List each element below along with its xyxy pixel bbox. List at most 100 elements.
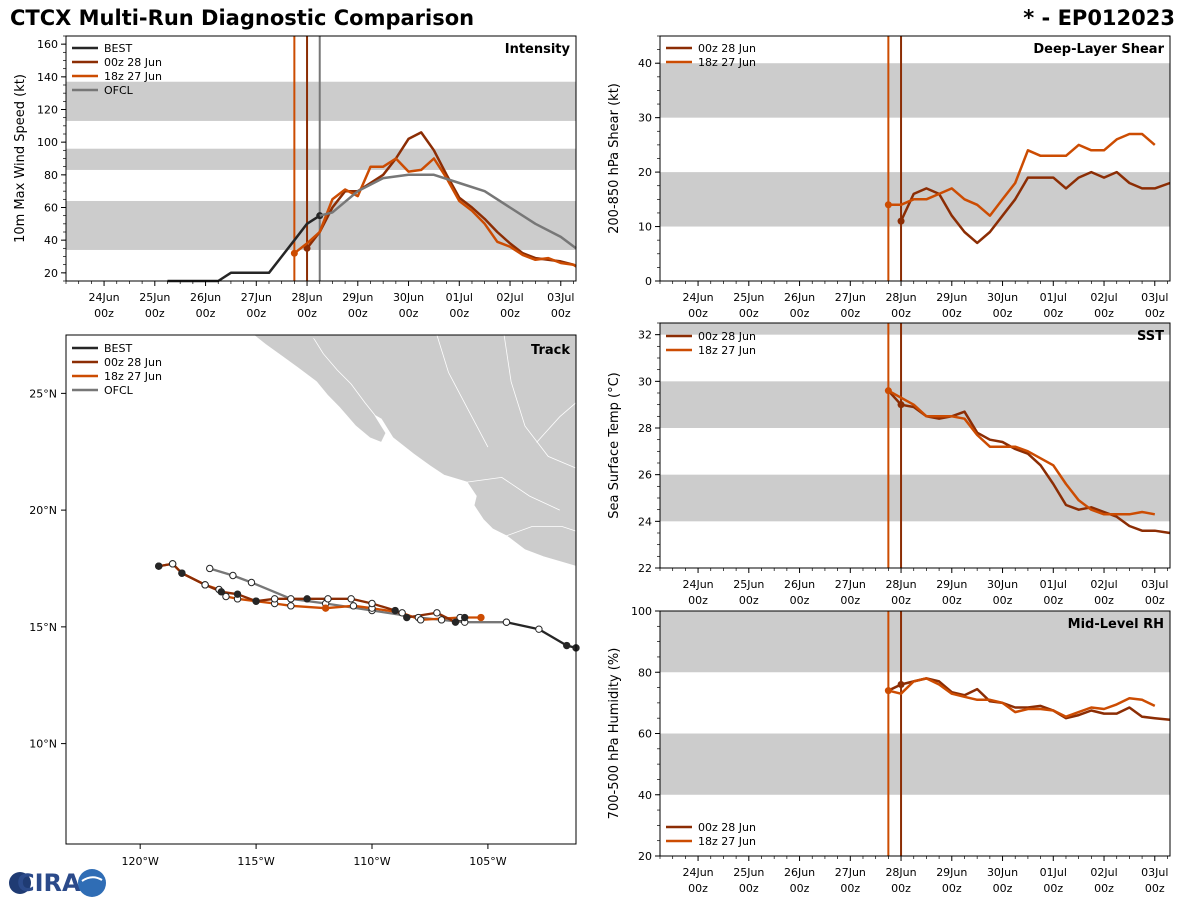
track-line-run18z (158, 562, 481, 622)
rh-xtick-day: 29Jun (936, 866, 967, 879)
sst-xtick-day: 01Jul (1040, 578, 1067, 591)
shear-xtick-hour: 00z (942, 307, 962, 320)
sst-xtick-day: 03Jul (1141, 578, 1168, 591)
shear-xtick-day: 01Jul (1040, 291, 1067, 304)
intensity-xtick-hour: 00z (246, 307, 266, 320)
track-point-run00z (252, 597, 260, 605)
shear-xtick-hour: 00z (790, 307, 810, 320)
sst-xtick-hour: 00z (688, 594, 708, 607)
rh-xtick-day: 26Jun (784, 866, 815, 879)
track-point-run00z (270, 595, 279, 603)
intensity-marker-run18z (290, 249, 298, 257)
track-point-run00z (368, 599, 376, 608)
cira-logo-emblem-icon (78, 869, 106, 897)
legend-label-run00z: 00z 28 Jun (698, 821, 756, 834)
track-state-border (466, 476, 560, 511)
shear-xtick-day: 02Jul (1090, 291, 1117, 304)
track-xtick-label: 120°W (121, 855, 158, 868)
track-state-border (506, 526, 577, 537)
intensity-ytick-label: 120 (37, 104, 58, 117)
shear-xtick-hour: 00z (891, 307, 911, 320)
intensity-ytick-label: 100 (37, 136, 58, 149)
sst-marker-run18z (884, 387, 892, 395)
track-point-run00z (217, 588, 226, 596)
track-point-run00z (433, 609, 441, 617)
track-point-run18z (398, 609, 406, 617)
sst-band-2 (660, 323, 1170, 335)
rh-ylabel: 700-500 hPa Humidity (%) (607, 648, 622, 820)
rh-xtick-hour: 00z (993, 882, 1013, 895)
rh-xtick-hour: 00z (1094, 882, 1114, 895)
track-point-run00z (451, 618, 460, 626)
intensity-xtick-hour: 00z (551, 307, 571, 320)
legend-label-run18z: 18z 27 Jun (104, 370, 162, 383)
intensity-ytick-label: 80 (44, 169, 58, 182)
sst-series-run00z (887, 389, 1171, 535)
track-point-run00z (303, 595, 311, 603)
sst-xtick-day: 27Jun (835, 578, 866, 591)
track-point-run00z (155, 562, 163, 570)
shear-xtick-day: 29Jun (936, 291, 967, 304)
cira-logo-text: CIRA (17, 869, 81, 897)
shear-xtick-day: 25Jun (733, 291, 764, 304)
rh-xtick-day: 03Jul (1141, 866, 1168, 879)
legend-label-best: BEST (104, 42, 132, 55)
intensity-xtick-day: 28Jun (291, 291, 322, 304)
intensity-xtick-day: 30Jun (393, 291, 424, 304)
intensity-xtick-hour: 00z (399, 307, 419, 320)
track-point-ofcl (437, 616, 446, 624)
track-point-run18z (416, 616, 425, 624)
figure-title: CTCX Multi-Run Diagnostic Comparison (10, 6, 475, 30)
sst-xtick-hour: 00z (790, 594, 810, 607)
shear-ytick-label: 0 (645, 275, 652, 288)
track-ytick-label: 20°N (29, 504, 57, 517)
legend-label-ofcl: OFCL (104, 384, 134, 397)
rh-marker-run18z (884, 687, 892, 695)
legend-label-run18z: 18z 27 Jun (104, 70, 162, 83)
track-point-run18z (349, 602, 358, 610)
track-point-run18z (222, 592, 230, 601)
shear-xtick-day: 30Jun (987, 291, 1018, 304)
sst-xtick-day: 24Jun (682, 578, 713, 591)
intensity-xtick-day: 24Jun (88, 291, 119, 304)
rh-chart: 20 40 60 80 100 24Jun 00z 25Jun 00z 26Jun 00z 27Jun… (607, 605, 1171, 895)
track-frame (65, 334, 577, 845)
sst-xtick-day: 28Jun (885, 578, 916, 591)
rh-xtick-day: 27Jun (835, 866, 866, 879)
track-state-border (436, 334, 489, 448)
rh-ytick-label: 60 (638, 728, 652, 741)
rh-series-run00z (887, 677, 1171, 721)
cira-logo: CIRA (9, 869, 106, 897)
sst-xtick-hour: 00z (891, 594, 911, 607)
sst-xtick-hour: 00z (1094, 594, 1114, 607)
sst-xtick-hour: 00z (942, 594, 962, 607)
intensity-chart: 20 40 60 80 100 120 140 160 24Jun 00z 25Jun 00z 26Ju… (13, 35, 577, 320)
shear-ytick-label: 20 (638, 166, 652, 179)
shear-chart: 0 10 20 30 40 24Jun 00z 25Jun 00z 26Jun 00z 27Jun 00… (607, 35, 1171, 320)
track-point-run00z (403, 613, 411, 622)
rh-band-1 (660, 611, 1170, 673)
shear-xtick-hour: 00z (1145, 307, 1165, 320)
track-land-baja (252, 334, 387, 443)
track-state-border (536, 402, 577, 443)
shear-ylabel: 200-850 hPa Shear (kt) (607, 83, 622, 234)
sst-title: SST (1137, 329, 1164, 344)
track-title: Track (531, 343, 570, 358)
rh-xtick-day: 25Jun (733, 866, 764, 879)
intensity-xtick-hour: 00z (449, 307, 469, 320)
shear-ytick-label: 40 (638, 57, 652, 70)
intensity-series-run18z (293, 157, 577, 268)
shear-series-run00z (899, 170, 1171, 245)
sst-xtick-day: 30Jun (987, 578, 1018, 591)
rh-band-0 (660, 733, 1170, 795)
track-point-run00z (391, 606, 399, 615)
intensity-ytick-label: 40 (44, 234, 58, 247)
sst-xtick-day: 29Jun (936, 578, 967, 591)
sst-ylabel: Sea Surface Temp (°C) (607, 372, 622, 519)
intensity-ytick-label: 20 (44, 267, 58, 280)
track-map: 120°W 115°W 110°W 105°W 10°N 15°N 20°N 25°N Trac… (29, 334, 580, 868)
intensity-series-ofcl (319, 173, 577, 250)
rh-marker-run00z (897, 681, 905, 688)
legend-label-run00z: 00z 28 Jun (698, 42, 756, 55)
shear-series-run18z (888, 132, 1156, 217)
